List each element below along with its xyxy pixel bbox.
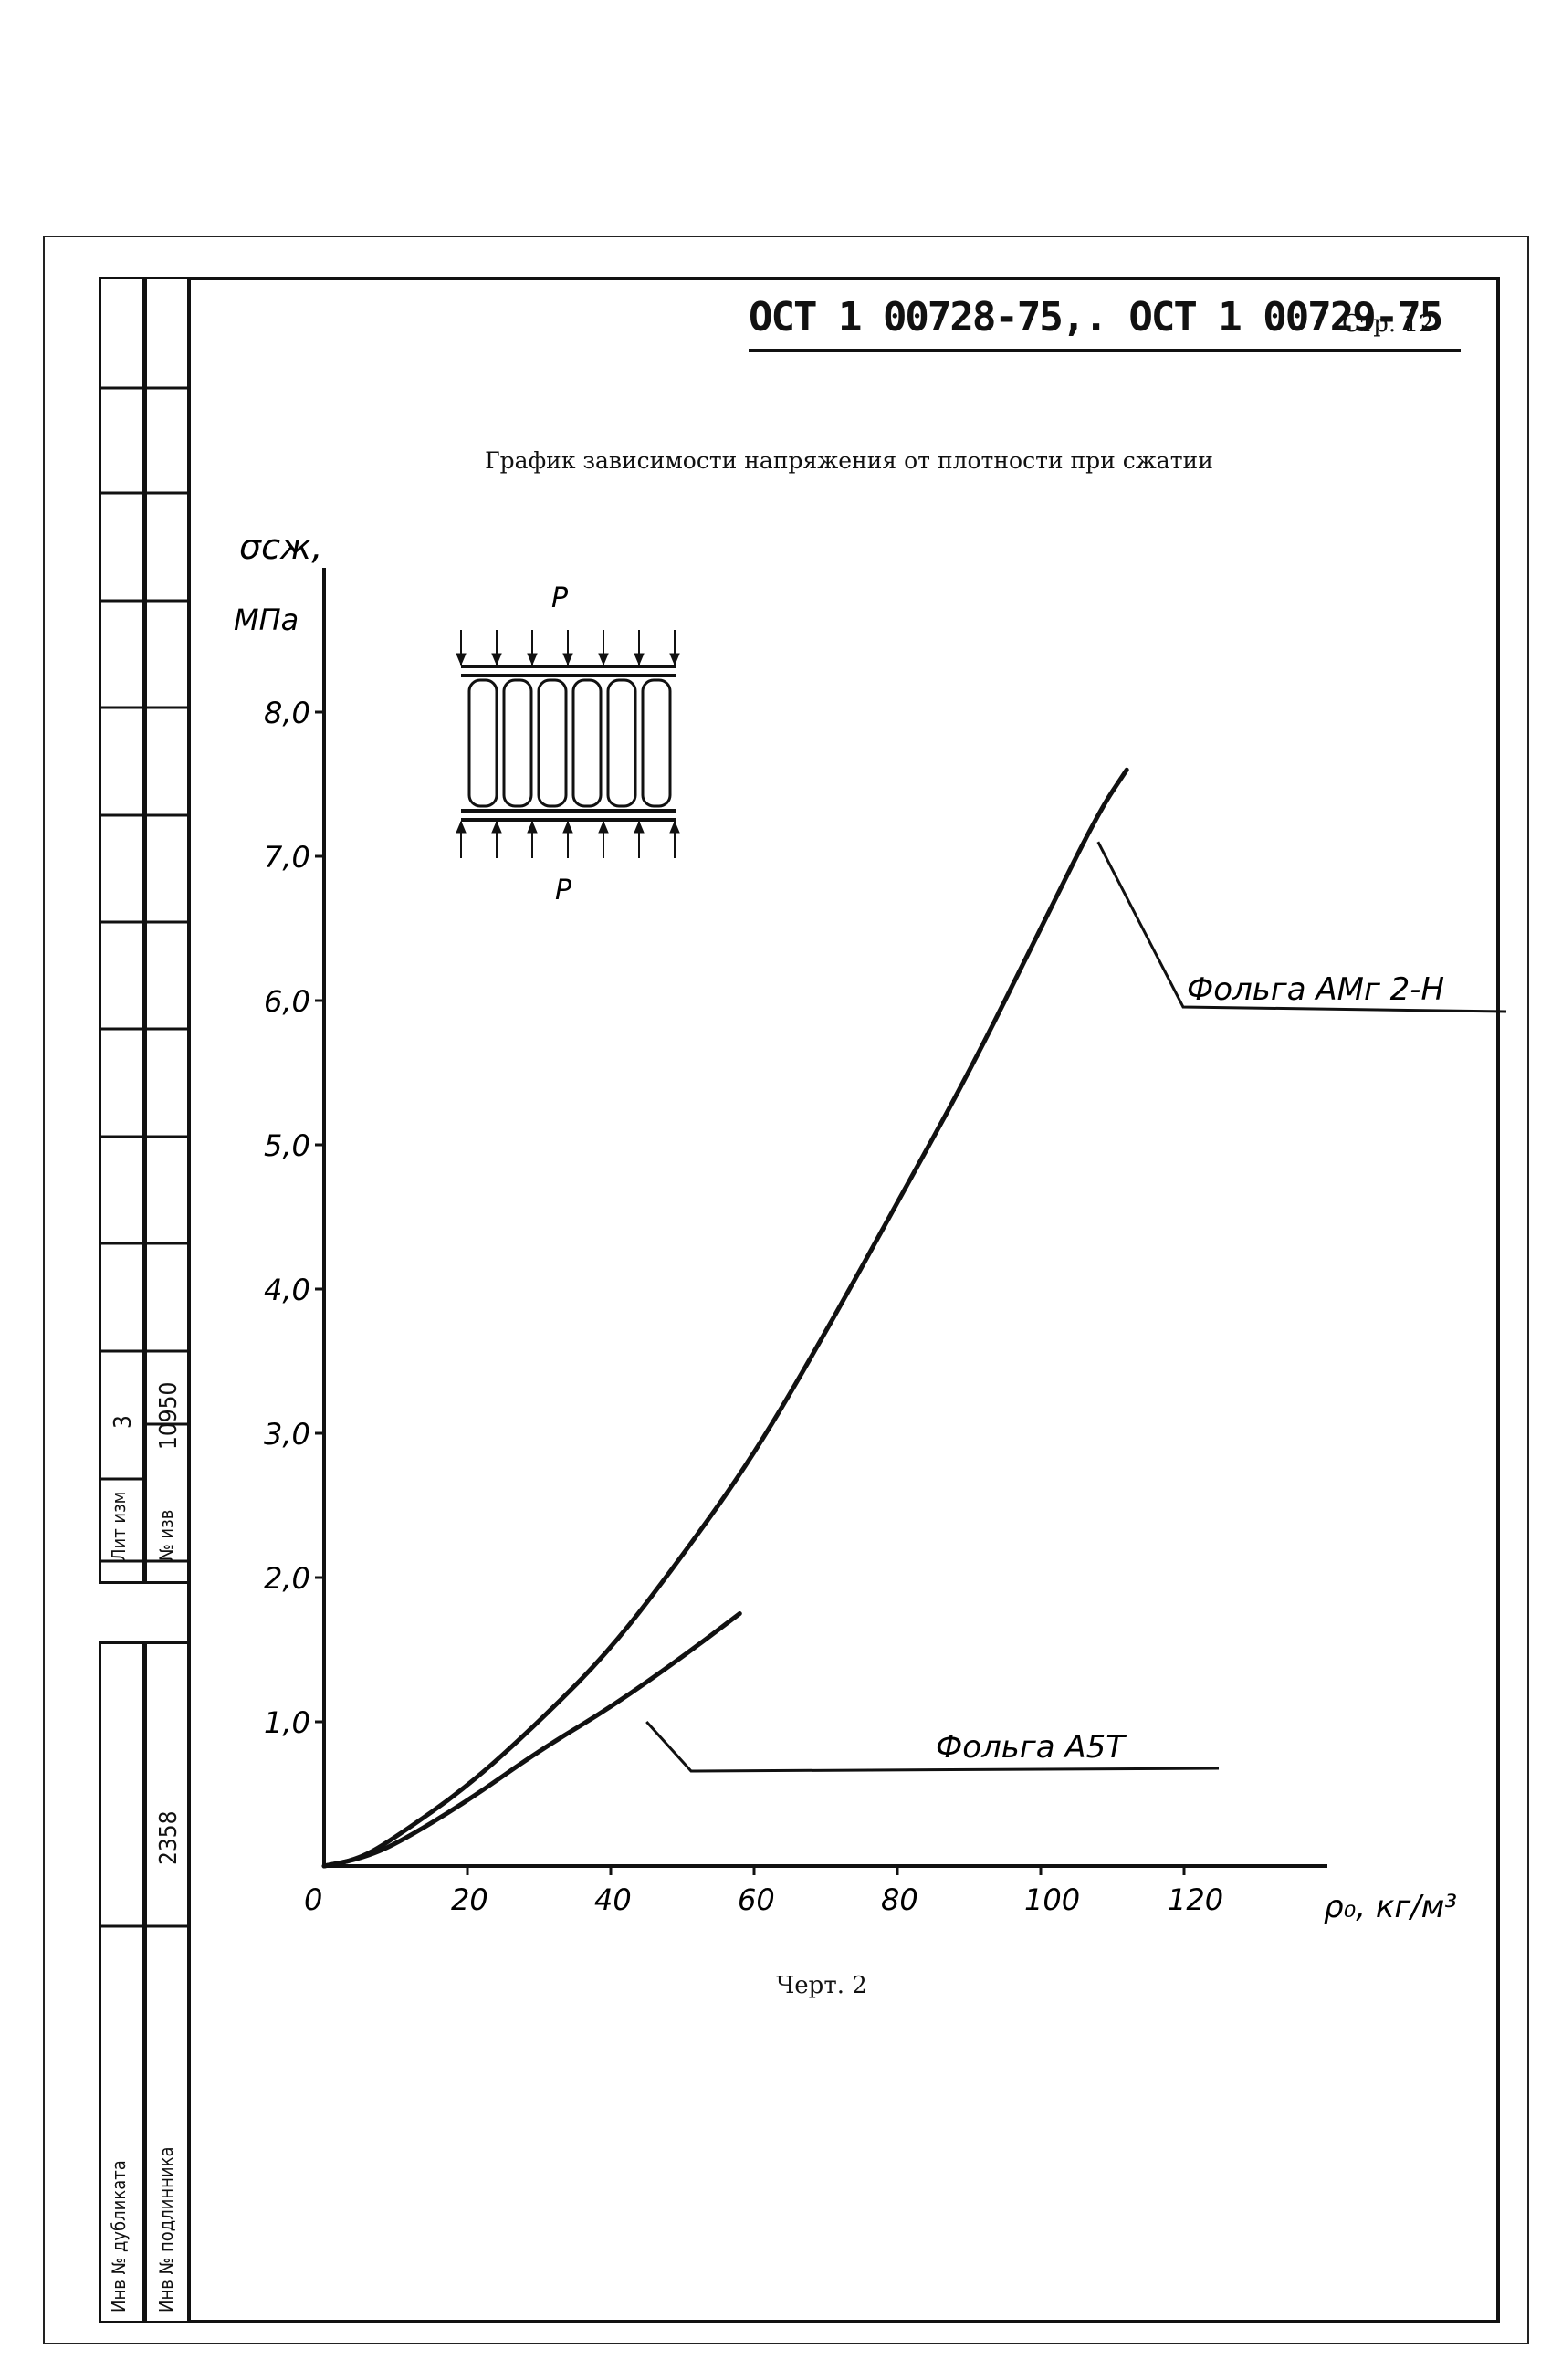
x-tick-label: 80	[881, 1882, 918, 1917]
y-axis-unit: МПа	[234, 603, 299, 637]
x-tick-label: 60	[738, 1882, 775, 1917]
stamp-lower-column-left	[99, 1641, 144, 2323]
figure-caption: Черт. 2	[776, 1972, 867, 1999]
stamp-lower-column-right	[144, 1641, 190, 2323]
arrow-head	[562, 653, 573, 666]
honeycomb-cell	[502, 678, 533, 808]
load-label-bottom: P	[555, 875, 572, 907]
honeycomb-cells	[467, 678, 672, 808]
y-tick-label: 8,0	[264, 696, 310, 730]
arrow-head	[562, 820, 573, 834]
stamp-column-right	[144, 277, 190, 1584]
honeycomb-cell	[467, 678, 498, 808]
chart-axes	[322, 568, 1327, 1868]
series-line-a5t	[321, 1611, 742, 1869]
y-tick-label: 5,0	[264, 1128, 310, 1163]
x-tick-label: 20	[451, 1882, 488, 1917]
x-tick-label: 120	[1168, 1882, 1223, 1917]
load-arrows	[456, 630, 680, 858]
arrow-head	[634, 820, 645, 834]
y-tick-label: 1,0	[264, 1705, 310, 1740]
arrow-head	[669, 653, 680, 666]
curve-label-a5t: Фольга А5Т	[936, 1729, 1127, 1766]
y-tick-label: 2,0	[264, 1561, 310, 1596]
leader-line-amg2n	[1096, 841, 1507, 1013]
arrow-head	[491, 820, 502, 834]
sheet-outer-border	[43, 236, 1529, 2344]
x-axis-ticks: 0 20 40 60 80 100 120	[304, 1866, 1223, 1917]
load-label-top: P	[551, 582, 569, 614]
document-code: ОСТ 1 00728-75,. ОСТ 1 00729-75	[749, 294, 1443, 341]
arrow-head	[456, 653, 467, 666]
leader-line-a5t	[645, 1720, 1220, 1773]
x-tick-label: 0	[304, 1882, 322, 1917]
stamp-column-left	[99, 277, 144, 1584]
stamp-grid-lines	[99, 386, 190, 1928]
x-tick-label: 100	[1024, 1882, 1080, 1917]
document-header: ОСТ 1 00728-75,. ОСТ 1 00729-75 Стр. 12	[749, 294, 1461, 352]
x-axis-label: ρ₀, кг/м³	[1324, 1889, 1457, 1925]
chart-series: Фольга АМг 2-Н Фольга А5Т	[321, 767, 1507, 1869]
honeycomb-cell	[537, 678, 568, 808]
honeycomb-cell	[571, 678, 603, 808]
x-tick-label: 40	[594, 1882, 632, 1917]
y-tick-label: 4,0	[264, 1273, 310, 1307]
y-axis-ticks: 1,0 2,0 3,0 4,0 5,0 6,0 7,0 8,0	[264, 696, 324, 1740]
y-tick-label: 6,0	[264, 984, 310, 1019]
stamp-block: Лит изм 3 № изв 10950 Инв № дубликата Ин…	[99, 277, 190, 2323]
arrow-head	[491, 653, 502, 666]
series-line-amg2n	[321, 767, 1129, 1869]
y-tick-label: 3,0	[264, 1417, 310, 1452]
arrow-head	[598, 820, 609, 834]
arrow-head	[598, 653, 609, 666]
arrow-head	[527, 653, 538, 666]
y-tick-label: 7,0	[264, 840, 310, 875]
curve-label-amg2n: Фольга АМг 2-Н	[1187, 971, 1444, 1008]
honeycomb-cell	[606, 678, 637, 808]
chart-title: График зависимости напряжения от плотнос…	[485, 447, 1213, 474]
arrow-head	[669, 820, 680, 834]
arrow-head	[527, 820, 538, 834]
honeycomb-cell	[641, 678, 672, 808]
arrow-head	[456, 820, 467, 834]
y-axis-symbol: σсж,	[239, 527, 322, 567]
page-number: Стр. 12	[1342, 310, 1434, 338]
compression-schematic	[456, 630, 680, 858]
arrow-head	[634, 653, 645, 666]
